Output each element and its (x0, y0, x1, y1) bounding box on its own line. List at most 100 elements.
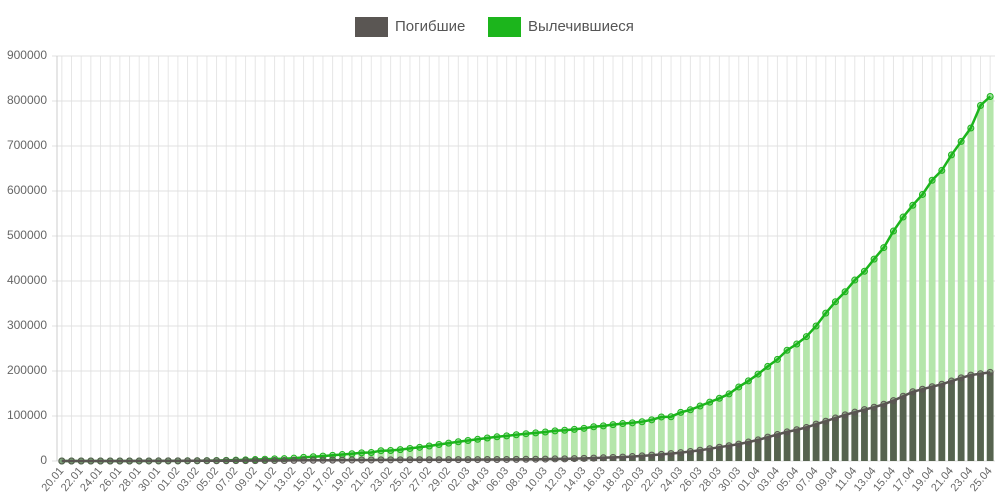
bar (774, 359, 781, 461)
legend-swatch (355, 17, 388, 37)
point (619, 453, 627, 461)
bar (967, 127, 975, 462)
bar (638, 421, 646, 461)
point (783, 428, 791, 436)
bar (774, 434, 781, 461)
point (503, 455, 511, 463)
point (851, 408, 859, 416)
bar (609, 424, 617, 461)
bar (396, 449, 404, 461)
point (870, 403, 878, 411)
point (909, 388, 917, 396)
bar (599, 457, 607, 461)
bar (870, 407, 878, 461)
bar (880, 247, 888, 461)
bar (541, 432, 549, 461)
point (976, 102, 984, 109)
point (358, 449, 366, 457)
point (300, 456, 308, 464)
bar (590, 458, 598, 461)
bar (512, 434, 520, 461)
point (628, 453, 636, 461)
bar (764, 437, 772, 461)
bar (754, 374, 762, 461)
bar (648, 419, 656, 461)
y-tick-label: 200000 (7, 363, 47, 377)
series-line (61, 371, 991, 463)
bar (628, 422, 636, 461)
y-tick-label: 700000 (7, 138, 47, 152)
point (889, 397, 897, 405)
point (338, 456, 346, 464)
bar (861, 271, 868, 461)
bar (696, 406, 704, 461)
point (976, 370, 984, 378)
bar (928, 386, 936, 461)
point (222, 457, 230, 465)
point (580, 454, 588, 462)
point (841, 411, 849, 419)
point (280, 456, 288, 464)
x-tick-label: 09.04 (813, 465, 840, 494)
point (416, 456, 424, 464)
bar (793, 343, 801, 461)
bar (735, 386, 743, 461)
bar (377, 450, 385, 461)
bar (909, 205, 917, 461)
point (928, 176, 936, 184)
bar (977, 373, 984, 461)
bar (725, 445, 733, 461)
point (570, 455, 578, 463)
point (251, 457, 259, 465)
point (909, 201, 917, 209)
point (184, 457, 192, 465)
point (628, 419, 636, 427)
point (512, 431, 520, 439)
point (271, 456, 279, 464)
point (706, 445, 714, 453)
bar (503, 435, 511, 461)
bar (551, 430, 559, 461)
point (735, 383, 743, 391)
point (648, 416, 656, 424)
point (416, 443, 424, 451)
point (696, 402, 704, 410)
point (860, 267, 868, 275)
point (106, 457, 114, 465)
point (135, 457, 143, 465)
point (657, 450, 665, 458)
point (551, 455, 559, 463)
point (193, 457, 201, 465)
bar (570, 429, 578, 461)
point (348, 456, 356, 464)
point (406, 444, 414, 452)
point (203, 457, 211, 465)
bar (783, 350, 791, 461)
bar (841, 414, 849, 461)
point (957, 137, 965, 145)
series-bars (68, 372, 994, 461)
bar (909, 391, 917, 461)
bar (677, 412, 685, 461)
point (696, 446, 704, 454)
point (744, 377, 752, 385)
bar (822, 313, 830, 461)
point (377, 447, 385, 455)
point (880, 244, 888, 252)
bar (716, 447, 723, 461)
point (967, 371, 975, 379)
point (561, 426, 569, 434)
bar (764, 366, 772, 461)
point (793, 426, 801, 434)
point (938, 380, 946, 388)
point (474, 435, 482, 443)
bar (861, 409, 868, 461)
y-tick-label: 400000 (7, 273, 47, 287)
point (483, 456, 491, 464)
point (580, 424, 588, 432)
point (512, 455, 520, 463)
point (822, 309, 830, 317)
bar (387, 450, 395, 461)
point (464, 456, 472, 464)
y-tick-label: 0 (40, 453, 47, 467)
